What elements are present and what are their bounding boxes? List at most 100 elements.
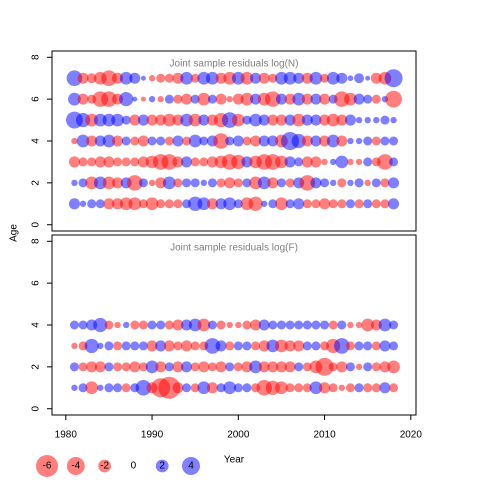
bubble xyxy=(181,361,193,373)
bubble xyxy=(95,199,105,209)
bubble xyxy=(130,320,140,330)
bubble xyxy=(261,200,268,207)
bubble xyxy=(355,137,363,145)
bubble xyxy=(172,319,184,331)
bubble xyxy=(328,383,338,393)
bubble xyxy=(233,362,243,372)
bubble xyxy=(182,136,192,146)
bubble xyxy=(111,113,124,127)
bubble xyxy=(173,178,183,188)
bubble xyxy=(172,135,184,147)
bubble xyxy=(68,198,80,210)
bubble xyxy=(371,383,381,393)
bubble xyxy=(241,361,253,373)
bubble xyxy=(104,362,114,372)
bubble xyxy=(250,319,262,331)
bubble xyxy=(284,361,296,373)
y-tick-label: 2 xyxy=(31,364,42,370)
bubble xyxy=(190,157,200,167)
bubble xyxy=(310,177,322,189)
bubble xyxy=(345,383,355,393)
bubble xyxy=(310,114,322,126)
bubble xyxy=(388,198,400,210)
bubble xyxy=(311,341,321,351)
bubble xyxy=(127,175,143,191)
bubble xyxy=(379,382,391,394)
bubble xyxy=(284,156,296,168)
bubble xyxy=(190,73,200,83)
bubble xyxy=(336,361,348,373)
bubble xyxy=(371,341,381,351)
bubble xyxy=(94,156,106,168)
bubble xyxy=(148,75,156,82)
bubble xyxy=(242,115,252,125)
bubble xyxy=(309,71,323,85)
bubble xyxy=(389,341,399,351)
bubble xyxy=(233,383,243,393)
bubble xyxy=(371,199,381,209)
legend-label: 4 xyxy=(188,461,194,472)
bubble xyxy=(309,381,323,395)
bubble xyxy=(86,361,98,373)
bubble xyxy=(129,72,141,84)
legend-label: 0 xyxy=(131,461,137,472)
bubble xyxy=(267,114,279,126)
bubble xyxy=(103,156,115,168)
bubble xyxy=(145,360,159,374)
bubble xyxy=(267,135,279,147)
bubble xyxy=(293,72,305,84)
bubble xyxy=(93,317,108,333)
bubble xyxy=(188,134,202,148)
bubble xyxy=(215,198,227,210)
legend-bubble xyxy=(155,459,169,473)
bubble xyxy=(354,383,364,393)
bubble xyxy=(140,96,146,102)
bubble xyxy=(326,134,340,148)
bubble xyxy=(363,94,373,104)
bubble xyxy=(103,198,115,210)
bubble xyxy=(242,178,252,188)
x-tick-label: 2020 xyxy=(400,430,423,441)
bubble xyxy=(155,177,167,189)
bubble xyxy=(71,384,78,391)
bubble xyxy=(164,320,174,330)
bubble xyxy=(225,341,235,351)
bubble xyxy=(267,177,279,189)
bubble xyxy=(78,157,88,167)
bubble xyxy=(190,341,200,351)
legend-bubble xyxy=(66,457,85,475)
bubble xyxy=(250,93,262,105)
bubble xyxy=(97,342,104,350)
bubble xyxy=(292,92,306,106)
bubble xyxy=(344,114,356,126)
bubble xyxy=(265,91,281,107)
y-tick-label: 2 xyxy=(31,180,42,186)
legend-label: 2 xyxy=(159,461,165,472)
bubble xyxy=(284,114,296,126)
bubble xyxy=(250,135,262,147)
legend-bubble xyxy=(98,459,111,473)
bubble xyxy=(172,114,184,126)
bubble xyxy=(389,157,399,167)
bubble xyxy=(284,340,296,352)
bubble xyxy=(71,179,78,187)
bubble xyxy=(140,75,146,81)
bubble xyxy=(68,156,80,168)
bubble xyxy=(370,72,382,84)
bubble xyxy=(336,72,348,84)
bubble xyxy=(302,383,312,393)
bubble xyxy=(363,136,373,146)
bubble xyxy=(258,72,270,84)
bubble xyxy=(84,338,99,354)
bubble xyxy=(206,382,218,394)
bubble xyxy=(283,71,297,85)
bubble xyxy=(330,179,337,187)
bubble xyxy=(371,178,381,188)
bubble xyxy=(197,381,211,395)
bubble xyxy=(87,199,97,209)
bubble xyxy=(379,340,391,352)
bubble xyxy=(147,136,157,146)
bubble xyxy=(119,92,134,107)
bubble xyxy=(319,93,331,105)
bubble xyxy=(69,320,79,330)
